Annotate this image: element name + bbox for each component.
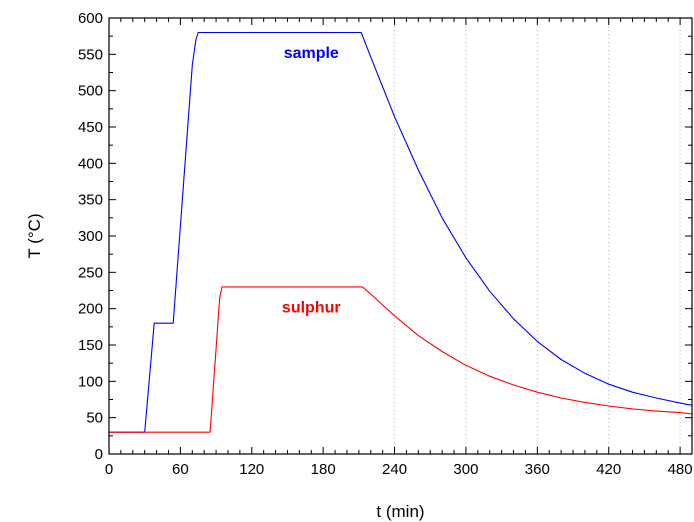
x-tick-label-360: 360 [525, 461, 550, 478]
y-tick-label-50: 50 [86, 410, 103, 427]
series-line-sulphur [109, 286, 693, 433]
x-tick-labels: 0 60 120 180 240 300 360 420 480 [105, 461, 693, 478]
y-axis-title: T (°C) [25, 213, 44, 258]
y-tick-labels: 0 50 100 150 200 250 300 350 400 450 500 550 600 [78, 10, 103, 463]
y-tick-label-100: 100 [78, 373, 103, 390]
y-tick-label-0: 0 [95, 446, 103, 463]
x-tick-label-180: 180 [311, 461, 336, 478]
series-label-sulphur: sulphur [282, 299, 341, 316]
y-tick-label-150: 150 [78, 337, 103, 354]
series-line-sample [109, 31, 693, 433]
x-tick-label-0: 0 [105, 461, 113, 478]
y-tick-label-300: 300 [78, 228, 103, 245]
axis-ticks [108, 17, 693, 455]
x-tick-label-60: 60 [172, 461, 189, 478]
x-tick-label-300: 300 [453, 461, 478, 478]
x-tick-label-120: 120 [239, 461, 264, 478]
x-tick-label-240: 240 [382, 461, 407, 478]
grid-lines [394, 18, 681, 454]
x-axis-title: t (min) [376, 502, 424, 521]
y-tick-label-350: 350 [78, 192, 103, 209]
x-tick-label-420: 420 [596, 461, 621, 478]
y-tick-label-200: 200 [78, 301, 103, 318]
y-tick-label-450: 450 [78, 119, 103, 136]
series-label-sample: sample [284, 45, 339, 62]
y-tick-label-500: 500 [78, 83, 103, 100]
series-lines [109, 31, 693, 433]
y-tick-label-400: 400 [78, 155, 103, 172]
plot-frame [108, 17, 693, 455]
x-tick-label-480: 480 [668, 461, 693, 478]
y-tick-label-600: 600 [78, 10, 103, 27]
y-tick-label-550: 550 [78, 46, 103, 63]
series-annotations: sample sulphur [282, 45, 341, 316]
y-tick-label-250: 250 [78, 264, 103, 281]
